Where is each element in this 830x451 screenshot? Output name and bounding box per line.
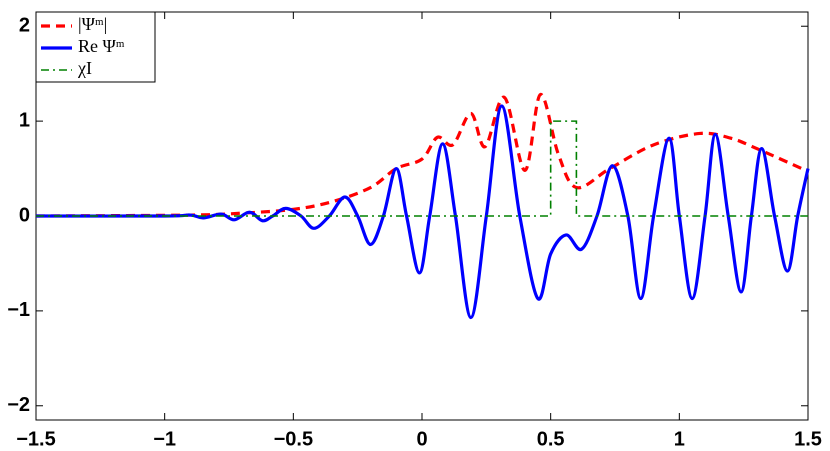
series-line bbox=[35, 92, 809, 218]
series-line bbox=[36, 120, 808, 217]
y-tick-label: −1 bbox=[7, 299, 30, 321]
y-tick-label: 0 bbox=[19, 204, 30, 226]
x-tick-label: 1 bbox=[674, 428, 685, 450]
x-tick-label: 0 bbox=[416, 428, 427, 450]
y-tick-label: −2 bbox=[7, 394, 30, 416]
y-tick-label: 1 bbox=[19, 109, 30, 131]
series-line bbox=[35, 104, 810, 320]
legend-label: Re Ψᵐ bbox=[78, 36, 125, 56]
legend-label: |Ψᵐ| bbox=[78, 14, 107, 34]
x-tick-label: 0.5 bbox=[537, 428, 565, 450]
y-tick-label: 2 bbox=[19, 15, 30, 37]
legend-label: χI bbox=[77, 58, 92, 78]
x-tick-label: 1.5 bbox=[794, 428, 822, 450]
x-tick-label: −1 bbox=[153, 428, 176, 450]
x-tick-label: −1.5 bbox=[16, 428, 55, 450]
x-tick-label: −0.5 bbox=[274, 428, 313, 450]
